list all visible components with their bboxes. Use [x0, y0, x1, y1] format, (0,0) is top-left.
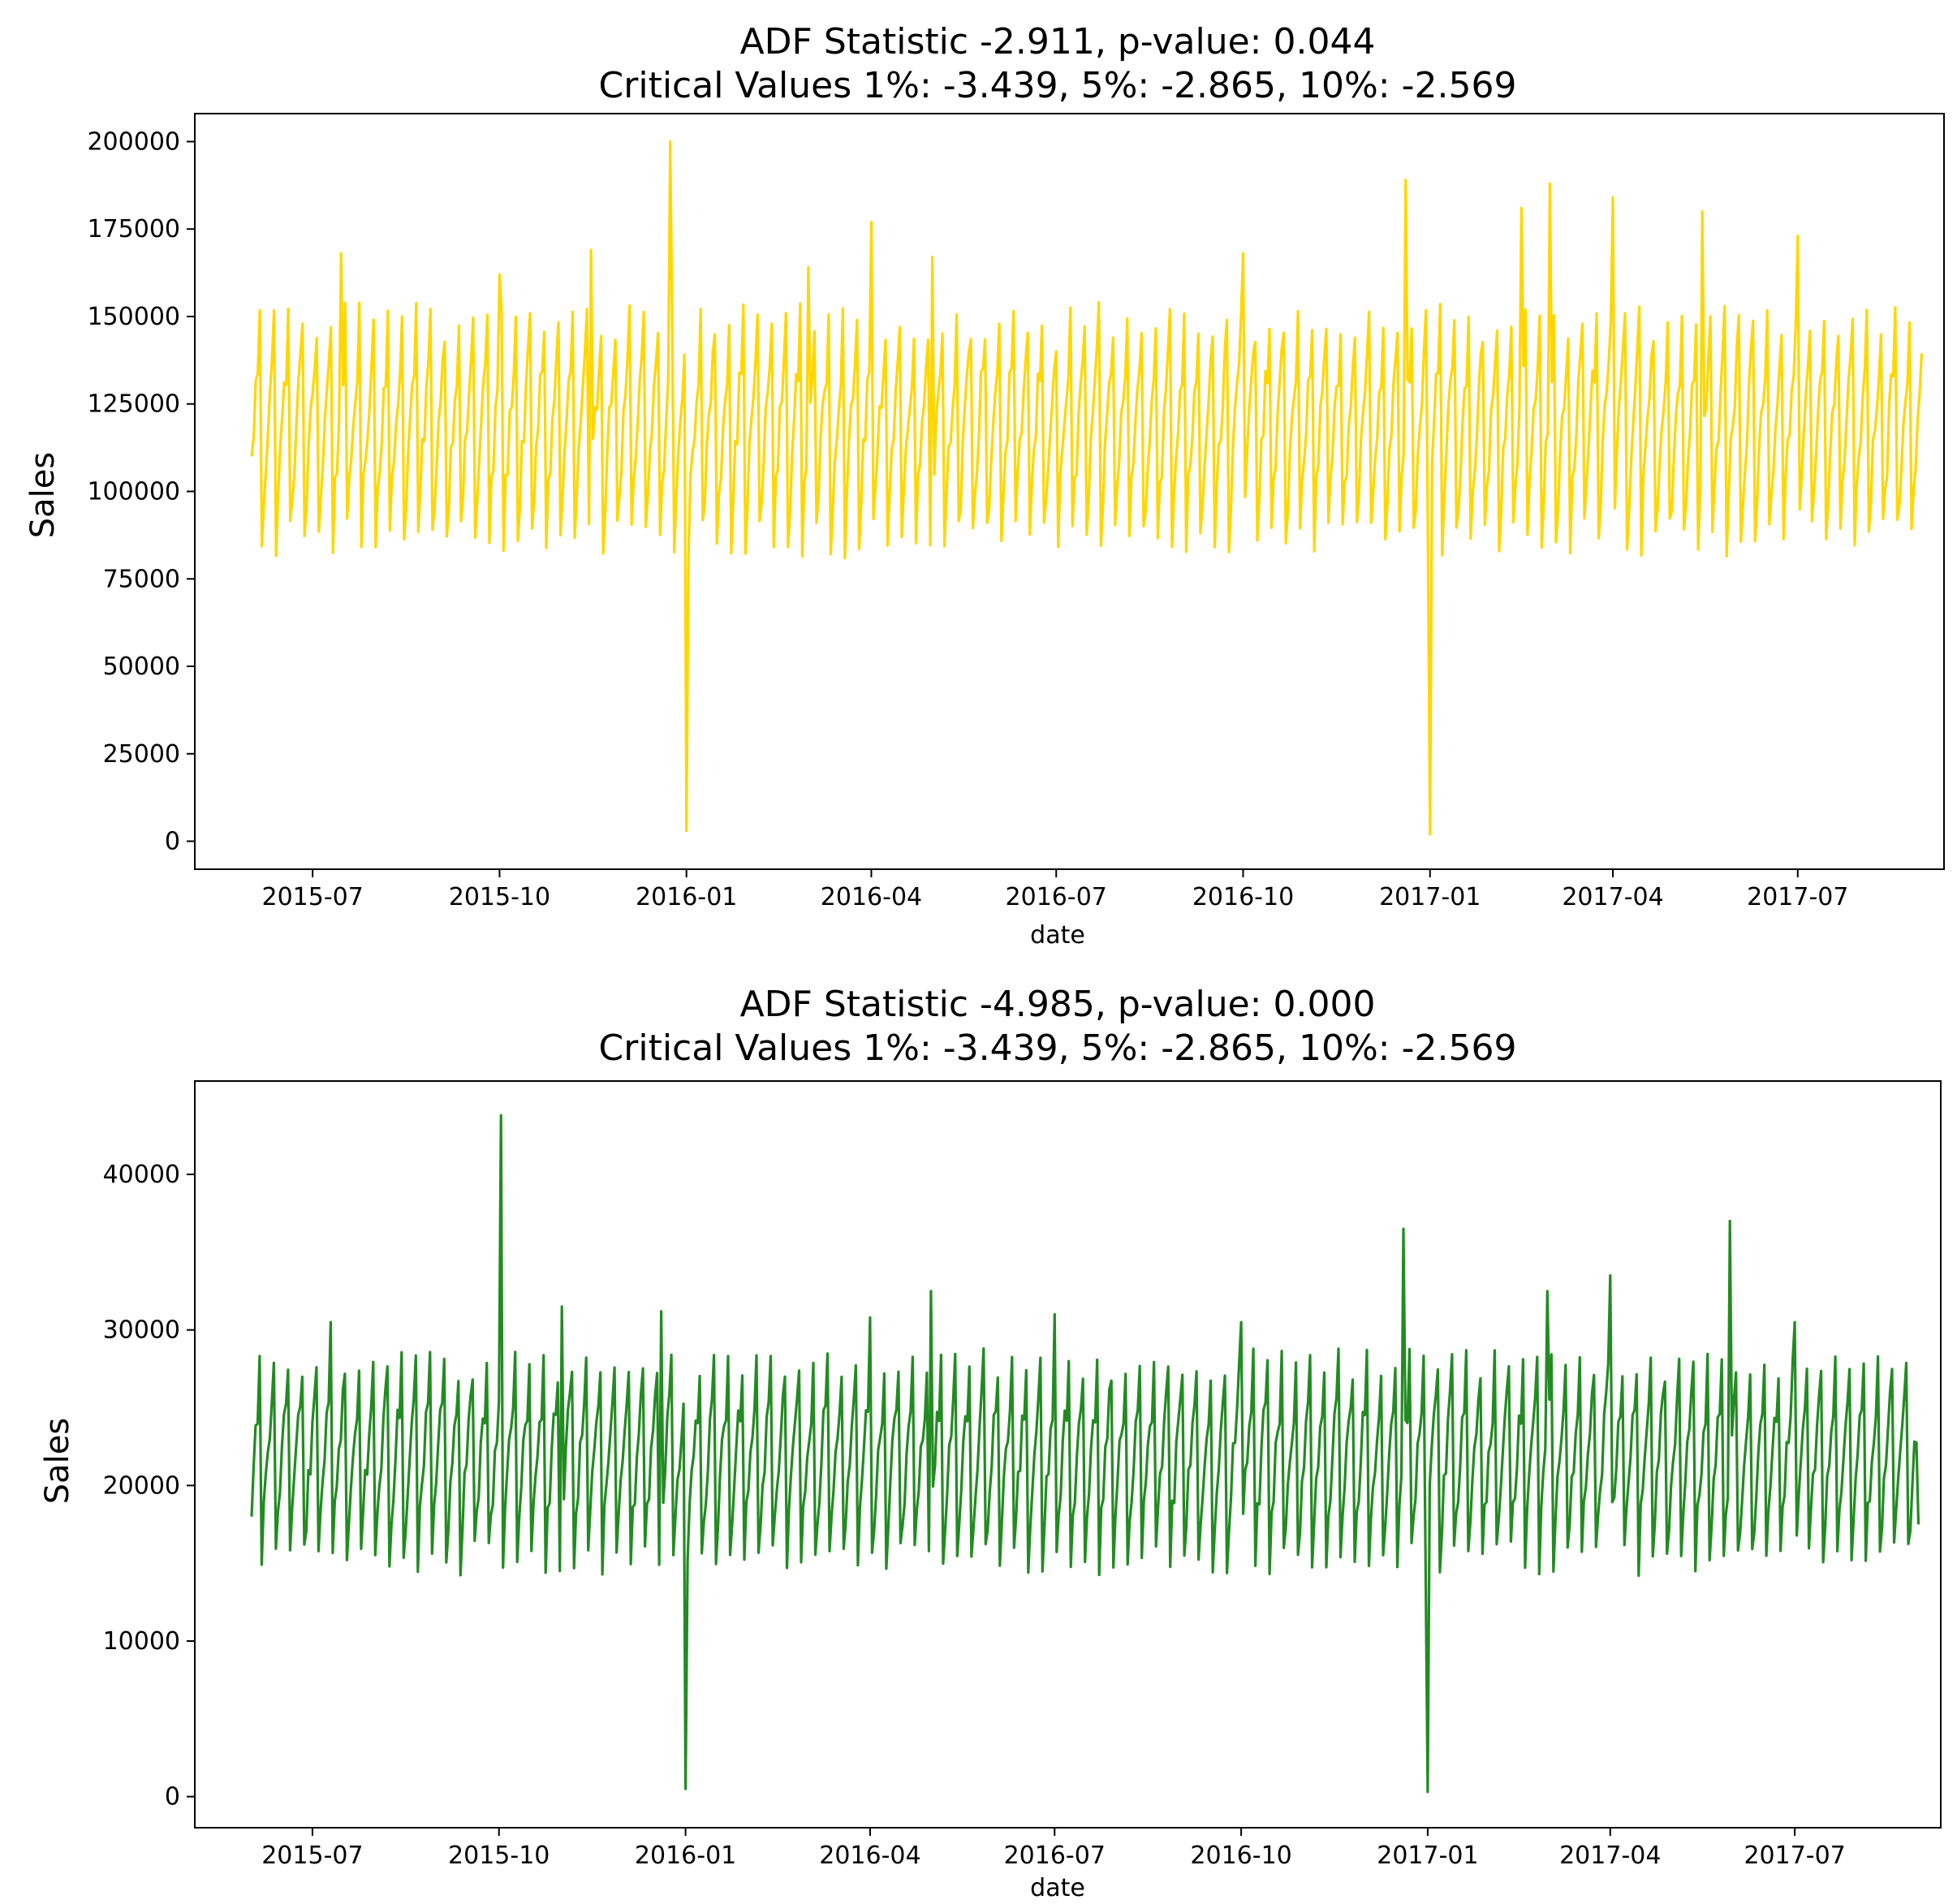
x-tick-label: 2017-01	[1377, 1842, 1478, 1870]
chart-bottom-plot-area: 0 10000 20000 30000 40000 2015-07 2015-10 2016-…	[103, 1080, 1942, 1870]
x-tick-label: 2015-07	[261, 1842, 363, 1870]
chart-bottom-title-line-2: Critical Values 1%: -3.439, 5%: -2.865, …	[599, 1027, 1517, 1069]
y-tick-label: 0	[165, 828, 180, 856]
chart-bottom-y-axis-label: Sales	[39, 1418, 76, 1504]
x-tick-label: 2017-04	[1562, 883, 1663, 911]
x-tick-label: 2016-07	[1006, 883, 1107, 911]
y-tick-label: 30000	[103, 1316, 180, 1345]
series-line	[250, 140, 1924, 836]
series-line	[250, 1114, 1920, 1794]
x-tick-label: 2015-10	[448, 1842, 550, 1870]
y-tick-label: 50000	[103, 653, 180, 681]
chart-bottom-x-axis-label: date	[1030, 1874, 1085, 1900]
x-tick-label: 2016-04	[821, 883, 922, 911]
chart-top: ADF Statistic -2.911, p-value: 0.044 Cri…	[24, 21, 1945, 950]
chart-top-title-line-1: ADF Statistic -2.911, p-value: 0.044	[740, 21, 1376, 62]
x-tick-label: 2015-10	[449, 883, 550, 911]
x-tick-label: 2016-10	[1192, 883, 1294, 911]
y-tick-label: 75000	[103, 565, 180, 593]
chart-bottom: ADF Statistic -4.985, p-value: 0.000 Cri…	[39, 984, 1942, 1902]
x-tick-label: 2016-01	[635, 1842, 736, 1870]
x-tick-label: 2016-01	[636, 883, 737, 911]
y-tick-label: 0	[165, 1783, 180, 1811]
plot-frame	[194, 113, 1945, 870]
y-tick-label: 100000	[87, 478, 180, 506]
x-tick-label: 2016-07	[1004, 1842, 1106, 1870]
chart-top-y-axis-label: Sales	[24, 452, 62, 538]
chart-top-x-axis-label: date	[1030, 921, 1085, 950]
chart-bottom-title-line-1: ADF Statistic -4.985, p-value: 0.000	[740, 984, 1376, 1025]
chart-top-plot-area: 0 25000 50000 75000 100000 125000 150000 175000…	[87, 113, 1945, 911]
y-tick-label: 200000	[87, 127, 180, 156]
x-tick-label: 2017-04	[1559, 1842, 1661, 1870]
plot-frame	[194, 1080, 1942, 1829]
x-tick-label: 2017-01	[1379, 883, 1481, 911]
x-tick-label: 2017-07	[1747, 883, 1848, 911]
x-tick-label: 2017-07	[1744, 1842, 1845, 1870]
y-tick-label: 20000	[103, 1471, 180, 1500]
y-tick-label: 25000	[103, 740, 180, 769]
x-tick-label: 2015-07	[261, 883, 363, 911]
chart-top-title-line-2: Critical Values 1%: -3.439, 5%: -2.865, …	[599, 65, 1517, 106]
y-tick-label: 175000	[87, 215, 180, 243]
y-tick-label: 40000	[103, 1161, 180, 1189]
x-tick-label: 2016-10	[1190, 1842, 1291, 1870]
y-tick-label: 125000	[87, 390, 180, 419]
y-tick-label: 10000	[103, 1627, 180, 1656]
y-tick-label: 150000	[87, 303, 180, 331]
x-tick-label: 2016-04	[819, 1842, 920, 1870]
